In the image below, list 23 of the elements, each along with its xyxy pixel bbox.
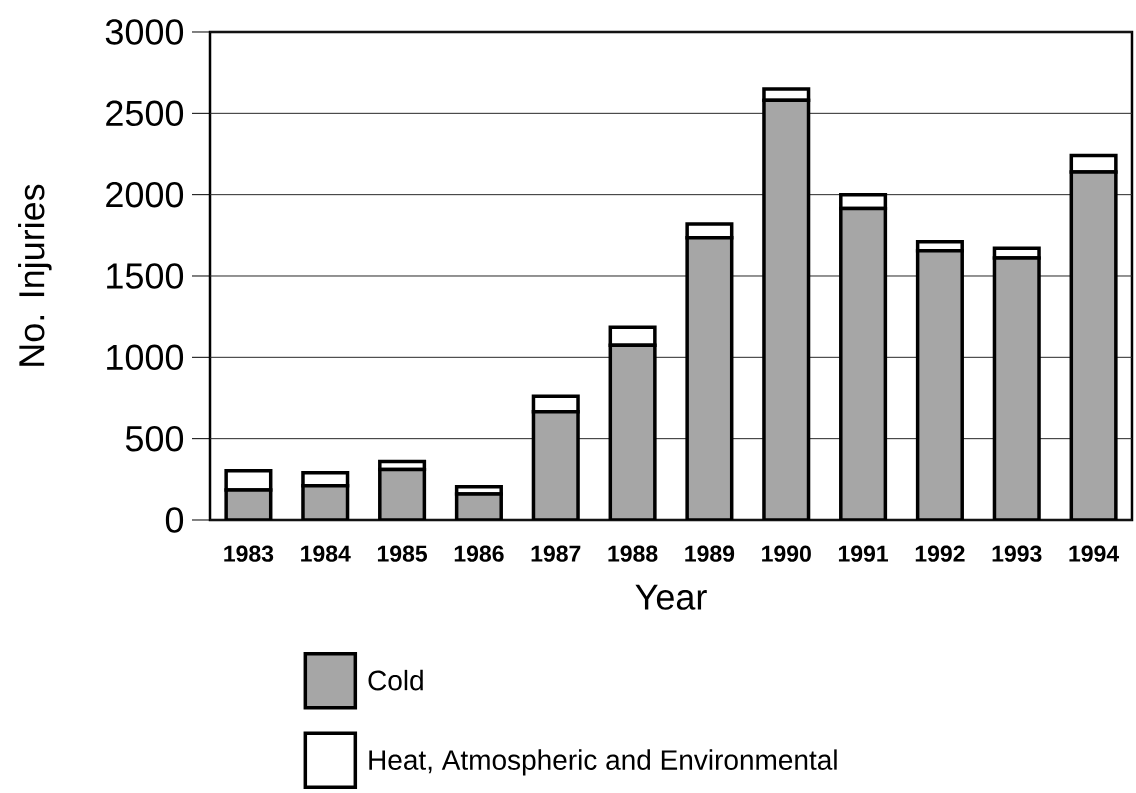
y-tick-label: 3000: [105, 19, 184, 45]
y-tick-label: 0: [165, 507, 184, 533]
x-tick-label: 1991: [838, 545, 889, 562]
x-tick-label: 1990: [762, 545, 811, 562]
x-tick-label: 1988: [608, 545, 658, 562]
y-tick-label: 2500: [106, 100, 184, 127]
y-tick-label: 2000: [106, 181, 184, 208]
x-tick-label: 1985: [377, 545, 428, 562]
y-tick-label: 1500: [107, 263, 184, 289]
y-tick-label: 500: [125, 425, 184, 452]
x-tick-label: 1986: [454, 545, 504, 562]
x-axis-title: Year: [635, 584, 707, 610]
legend-label: Cold: [368, 669, 423, 691]
x-tick-label: 1993: [992, 545, 1042, 562]
x-tick-label: 1983: [224, 545, 274, 562]
x-tick-label: 1984: [301, 545, 351, 562]
x-tick-label: 1994: [1069, 545, 1120, 562]
x-tick-label: 1989: [685, 545, 735, 562]
x-tick-label: 1987: [531, 545, 581, 562]
y-axis-title: No. Injuries: [18, 184, 52, 366]
x-tick-label: 1992: [915, 545, 965, 562]
y-tick-label: 1000: [107, 344, 184, 371]
legend-label: Heat, Atmospheric and Environmental: [369, 749, 837, 776]
